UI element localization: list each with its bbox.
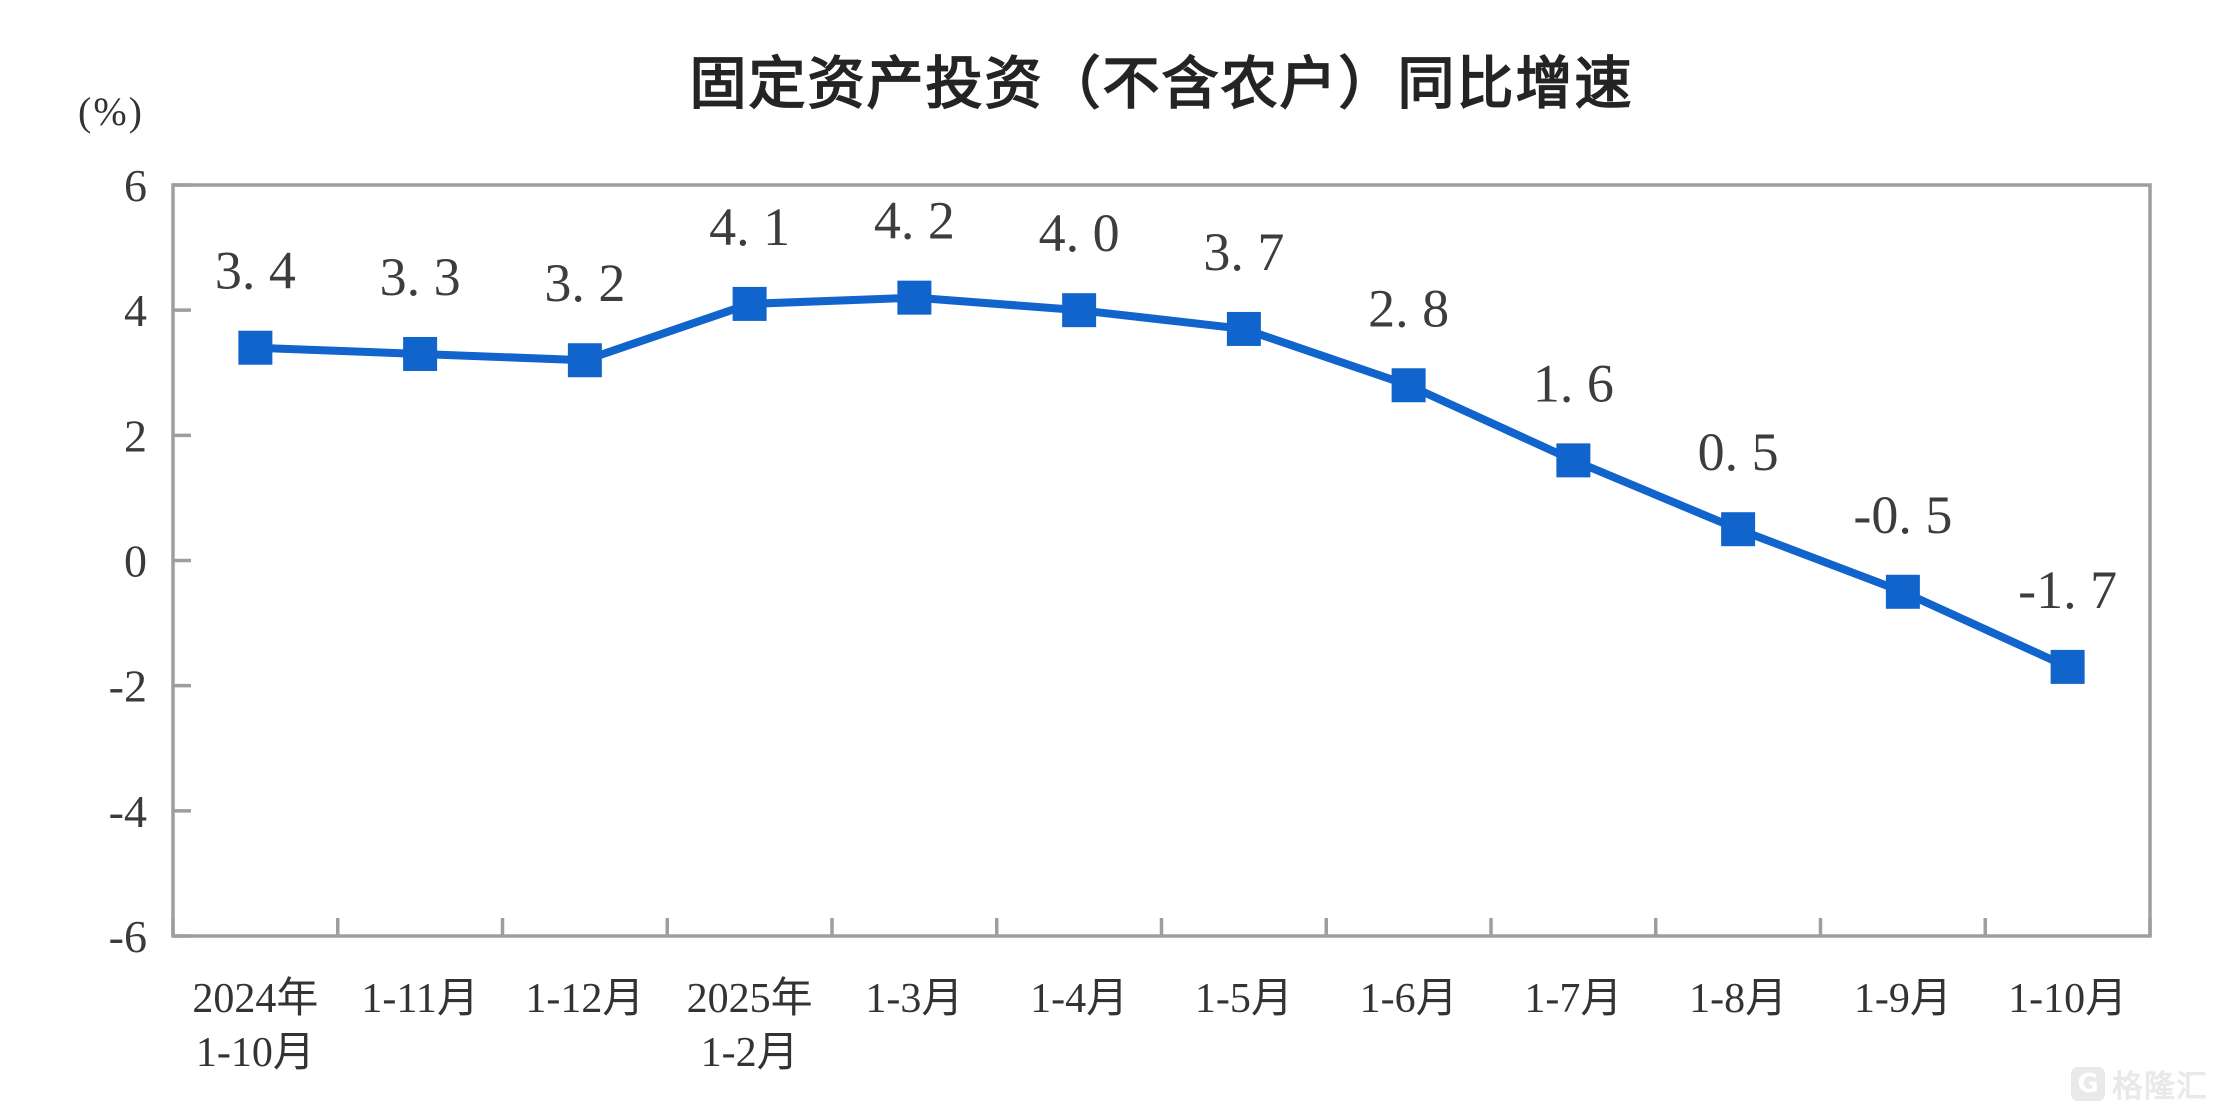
data-point-label: 3. 3	[380, 247, 461, 307]
y-axis-tick-label: -2	[109, 661, 147, 712]
data-point-label: 1. 6	[1533, 353, 1614, 413]
data-point-label: 3. 2	[544, 253, 625, 313]
data-point-label: 0. 5	[1698, 422, 1779, 482]
data-point-label: -0. 5	[1853, 485, 1952, 545]
x-axis-category-label: 1-2月	[701, 1030, 799, 1076]
x-axis-category-label: 1-9月	[1854, 976, 1952, 1022]
x-axis-category-label: 1-8月	[1689, 976, 1787, 1022]
data-point-label: 4. 2	[874, 191, 955, 251]
x-axis-category-label: 1-11月	[361, 976, 478, 1022]
data-line	[251, 293, 2072, 671]
chart-title: 固定资产投资（不含农户）同比增速	[689, 51, 1634, 117]
x-axis-category-label: 1-3月	[865, 976, 963, 1022]
x-axis-category-label: 1-4月	[1030, 976, 1128, 1022]
data-point-marker	[1885, 574, 1920, 609]
data-point-label: 2. 8	[1368, 278, 1449, 338]
y-axis-tick-label: -6	[109, 911, 147, 962]
x-axis-category-label: 1-10月	[2008, 976, 2127, 1022]
data-point-marker	[1391, 368, 1426, 403]
data-point-marker	[897, 280, 932, 315]
data-point-label: -1. 7	[2018, 560, 2117, 620]
y-axis-unit-label: (%)	[78, 89, 144, 134]
y-axis-tick-label: 2	[124, 410, 147, 461]
x-axis-category-label: 1-5月	[1195, 976, 1293, 1022]
data-point-marker	[567, 343, 602, 378]
x-axis-category-label: 1-10月	[196, 1030, 315, 1076]
data-point-marker	[1721, 512, 1756, 547]
data-point-marker	[238, 330, 273, 365]
y-axis-tick-label: 4	[124, 285, 147, 336]
data-point-label: 3. 7	[1203, 222, 1284, 282]
data-point-label: 3. 4	[215, 241, 296, 301]
data-point-marker	[403, 336, 438, 371]
x-axis-category-label: 2025年	[687, 975, 813, 1022]
x-axis-category-label: 2024年	[192, 975, 318, 1022]
data-point-marker	[1556, 443, 1591, 478]
data-point-marker	[1062, 293, 1097, 328]
data-point-marker	[2050, 649, 2085, 684]
data-point-label: 4. 1	[709, 197, 790, 257]
watermark: G 格隆汇	[2071, 1061, 2208, 1106]
x-axis-category-label: 1-6月	[1360, 976, 1458, 1022]
data-point-label: 4. 0	[1039, 203, 1120, 263]
data-point-marker	[732, 286, 767, 321]
x-axis-category-label: 1-7月	[1524, 976, 1622, 1022]
y-axis-tick-label: -4	[109, 786, 147, 837]
gelonghui-logo-icon: G	[2071, 1066, 2105, 1101]
x-axis-category-label: 1-12月	[525, 976, 644, 1022]
y-axis-tick-label: 6	[124, 160, 147, 211]
y-axis-tick-label: 0	[124, 536, 147, 587]
watermark-text: 格隆汇	[2112, 1069, 2208, 1105]
axis-frame	[171, 183, 2152, 938]
data-point-marker	[1226, 311, 1261, 346]
